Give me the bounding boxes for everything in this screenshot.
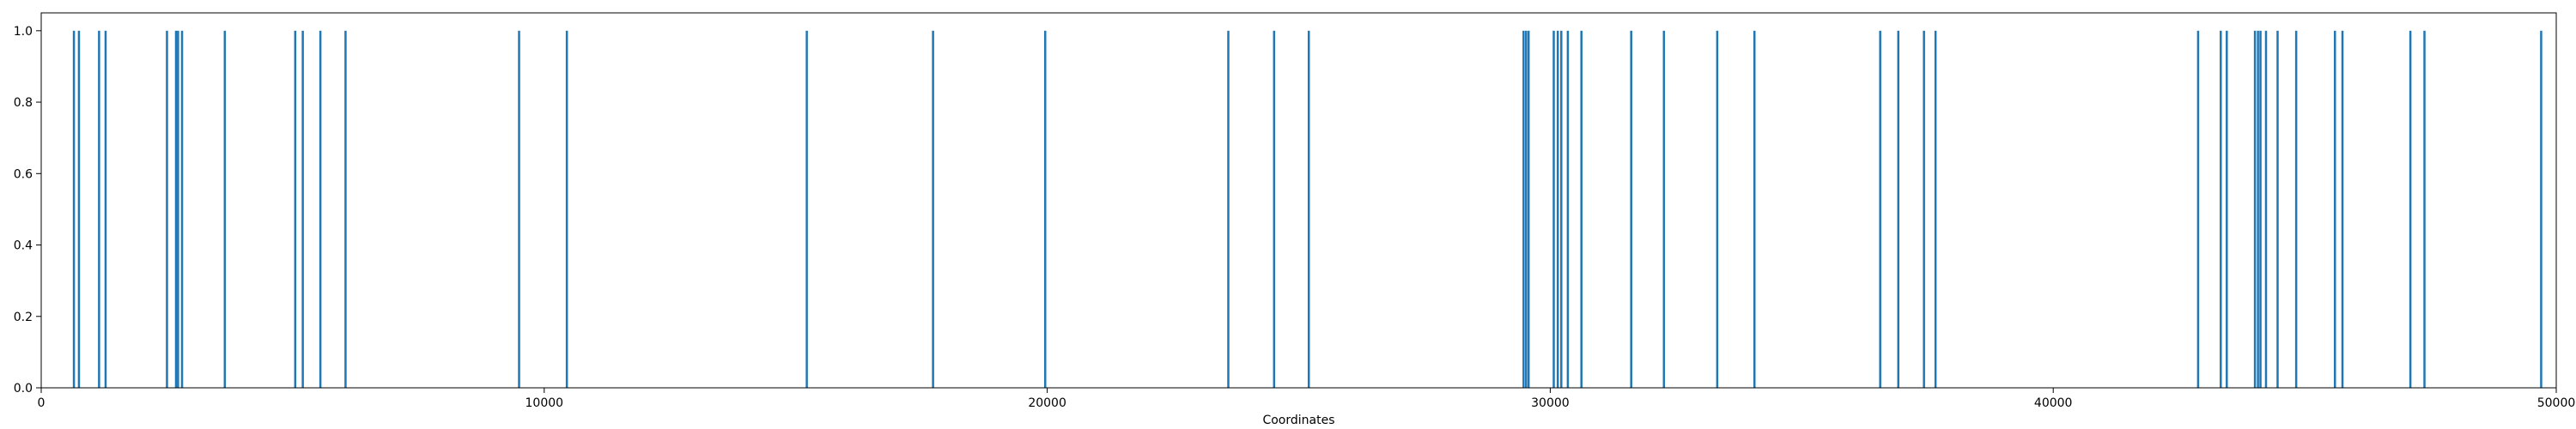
bar	[1560, 30, 1563, 389]
bar	[805, 30, 808, 389]
bar	[1552, 30, 1555, 389]
bar	[1522, 30, 1525, 389]
y-tick-label: 0.2	[14, 311, 33, 324]
bar	[223, 30, 227, 389]
bar	[1556, 30, 1559, 389]
bar	[2294, 30, 2298, 389]
bar	[2334, 30, 2336, 389]
bar	[565, 30, 568, 389]
bar	[1662, 30, 1666, 389]
x-tick-label: 0	[38, 396, 46, 410]
bar	[1273, 30, 1276, 389]
bar	[344, 30, 347, 389]
bar	[1630, 30, 1632, 389]
axes-group: 0 10000 20000 30000 40000 50000 0.0 0.2 0.4 0.6 0.…	[14, 12, 2576, 410]
bar	[319, 30, 322, 389]
bar	[2257, 30, 2259, 389]
bar	[1227, 30, 1230, 389]
bar	[1525, 30, 1528, 389]
bar	[1044, 30, 1047, 389]
bar	[1897, 30, 1900, 389]
y-tick-label: 0.6	[14, 167, 33, 181]
bar	[518, 30, 520, 389]
bar	[2259, 30, 2262, 389]
plot-frame	[40, 12, 2557, 389]
x-tick-label: 40000	[2034, 396, 2073, 410]
x-tick-label: 30000	[1531, 396, 1570, 410]
bar	[294, 30, 297, 389]
bar	[166, 30, 168, 389]
bar	[2264, 30, 2268, 389]
bar	[2220, 30, 2222, 389]
bar	[2423, 30, 2426, 389]
bar	[77, 30, 81, 389]
x-axis-label: Coordinates	[1262, 414, 1334, 427]
bar	[177, 30, 179, 389]
bars-group	[72, 30, 2543, 389]
bar	[1753, 30, 1756, 389]
bar	[2409, 30, 2412, 389]
x-tick-label: 10000	[526, 396, 564, 410]
bar	[2540, 30, 2543, 389]
bar	[932, 30, 934, 389]
bar	[1566, 30, 1570, 389]
x-tick-label: 20000	[1028, 396, 1066, 410]
bar	[1923, 30, 1925, 389]
x-tick-label: 50000	[2537, 396, 2576, 410]
bar	[104, 30, 107, 389]
bar	[1879, 30, 1881, 389]
bar	[2226, 30, 2228, 389]
bar	[301, 30, 304, 389]
bar	[2276, 30, 2279, 389]
bar	[1716, 30, 1719, 389]
bar	[2341, 30, 2344, 389]
y-tick-label: 0.0	[14, 382, 33, 396]
bar	[174, 30, 178, 389]
bar	[2196, 30, 2200, 389]
bar	[1307, 30, 1310, 389]
bar	[1580, 30, 1583, 389]
y-tick-label: 0.8	[14, 96, 33, 110]
bar	[72, 30, 76, 389]
bar	[180, 30, 184, 389]
y-tick-label: 1.0	[14, 25, 33, 39]
bar	[2253, 30, 2257, 389]
y-tick-label: 0.4	[14, 239, 33, 253]
bar	[98, 30, 100, 389]
bar	[1934, 30, 1937, 389]
bar	[1527, 30, 1530, 389]
